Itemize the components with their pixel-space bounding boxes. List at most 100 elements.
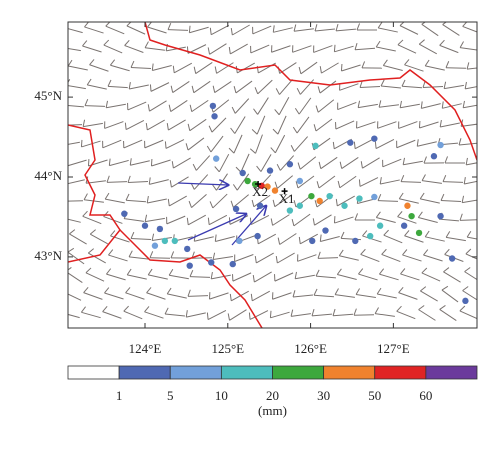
station-dot [210, 103, 216, 109]
wind-barb [84, 27, 103, 33]
wind-barb [168, 120, 185, 130]
wind-barb [277, 253, 294, 263]
wind-barb-tick [400, 101, 401, 108]
wind-barb-tick [465, 267, 471, 271]
wind-barb [66, 85, 86, 88]
wind-barb [192, 258, 212, 259]
wind-barb [355, 48, 375, 50]
wind-barb [131, 239, 151, 240]
wind-barb [280, 234, 297, 245]
wind-barb [189, 27, 208, 32]
wind-barb [127, 275, 147, 279]
wind-barb [196, 62, 213, 73]
wind-barb-tick [167, 288, 171, 294]
wind-barb [402, 86, 422, 87]
wind-barb-tick [341, 232, 344, 238]
wind-barb-tick [379, 269, 383, 275]
wind-barb [168, 30, 188, 31]
wind-barb-tick [83, 120, 84, 127]
wind-barb [465, 272, 482, 283]
wind-barb [443, 272, 460, 282]
wind-barb-tick [276, 256, 277, 263]
wind-barb [145, 140, 163, 148]
wind-barb [210, 293, 229, 299]
wind-barb [126, 200, 146, 202]
wind-barb-tick [418, 212, 422, 218]
wind-barb-tick [61, 41, 65, 47]
wind-barb-tick [208, 218, 209, 225]
wind-barb [210, 44, 227, 55]
wind-barb-tick [86, 268, 91, 273]
wind-barb-tick [145, 306, 149, 311]
wind-barb-tick [334, 45, 335, 52]
wind-barb [273, 215, 290, 226]
wind-barb [85, 106, 105, 107]
wind-barb-tick [401, 175, 404, 181]
wind-barb-tick [298, 163, 300, 170]
wind-barb-tick [125, 123, 126, 130]
station-dot [347, 139, 353, 145]
station-dot [356, 195, 362, 201]
wind-barb [219, 154, 228, 172]
wind-barb [403, 161, 423, 165]
wind-barb-tick [126, 194, 129, 200]
station-dot [184, 246, 190, 252]
station-dot [326, 193, 332, 199]
wind-barb [384, 235, 402, 243]
wind-barb [293, 46, 312, 53]
wind-barb [147, 27, 166, 33]
wind-barb-tick [64, 99, 67, 105]
wind-barb-tick [379, 100, 381, 107]
wind-barb [419, 310, 436, 321]
wind-barb-tick [420, 287, 425, 291]
wind-barb-tick [361, 161, 362, 168]
wind-barb-tick [463, 286, 469, 290]
wind-barb [417, 142, 436, 147]
wind-barb [147, 199, 167, 203]
wind-barb [211, 275, 231, 279]
station-dot [236, 238, 242, 244]
wind-barb [378, 28, 398, 32]
wind-barb-tick [381, 80, 384, 86]
wind-barb [257, 116, 265, 134]
wind-barb [60, 312, 79, 317]
wind-barb-tick [295, 272, 296, 279]
wind-barb [316, 119, 332, 131]
wind-barb-tick [270, 311, 271, 318]
wind-barb [191, 194, 206, 207]
wind-barb-tick [125, 40, 130, 45]
wind-barb-tick [378, 22, 382, 28]
wind-barb-tick [66, 267, 72, 271]
wind-barb-tick [460, 41, 463, 47]
wind-barb-tick [463, 101, 464, 108]
station-dot [371, 135, 377, 141]
arrow [188, 214, 246, 240]
wind-barb [87, 85, 107, 89]
wind-barb [278, 116, 286, 134]
wind-barb-tick [87, 79, 91, 85]
wind-barb-tick [147, 287, 152, 292]
wind-barb [192, 100, 209, 111]
wind-barb-tick [402, 250, 406, 255]
wind-barb-tick [128, 176, 130, 183]
wind-barb [81, 312, 100, 317]
wind-barb [421, 104, 440, 109]
wind-barb-tick [339, 250, 343, 256]
wind-barb [256, 253, 273, 263]
wind-barb-tick [425, 231, 429, 237]
wind-barb [459, 143, 479, 145]
wind-barb-tick [251, 294, 252, 301]
wind-barb [314, 215, 331, 225]
station-dot [187, 262, 193, 268]
wind-barb [383, 159, 401, 167]
wind-barb-tick [356, 288, 359, 294]
station-dot [308, 193, 314, 199]
wind-barb [440, 123, 460, 127]
wind-barb [230, 44, 247, 54]
wind-barb [321, 63, 338, 73]
wind-barb [236, 81, 252, 93]
station-dot [230, 261, 236, 267]
wind-barb [318, 100, 334, 112]
wind-barb [90, 65, 109, 71]
